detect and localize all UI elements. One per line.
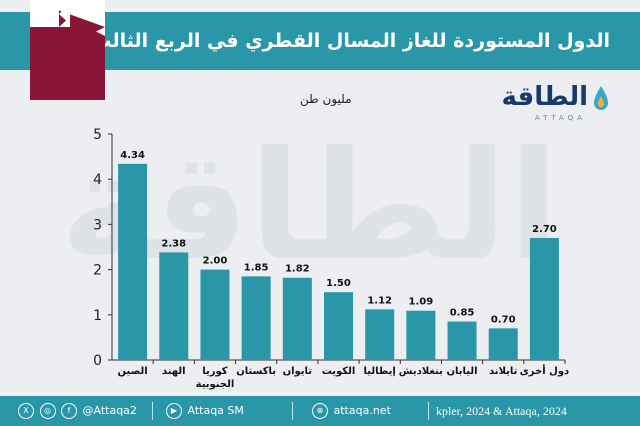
title-bar bbox=[0, 12, 640, 70]
data-label: 0.85 bbox=[450, 308, 475, 319]
x-tick-label: دول أخرى bbox=[520, 364, 570, 377]
y-tick-label: 0 bbox=[93, 353, 102, 369]
footer-divider bbox=[152, 402, 153, 420]
bar bbox=[365, 309, 395, 360]
footer-divider bbox=[292, 402, 293, 420]
logo-arabic-text: الطاقة bbox=[501, 82, 588, 112]
x-tick-label: بنغلاديش bbox=[399, 366, 443, 377]
bar bbox=[488, 328, 518, 360]
instagram-icon: ◎ bbox=[39, 403, 56, 419]
facebook-icon: f bbox=[61, 403, 77, 419]
social-handle[interactable]: X ◎ f @Attaqa2 bbox=[18, 396, 137, 426]
sm-text: Attaqa SM bbox=[187, 404, 244, 417]
x-tick-label: الهند bbox=[162, 366, 186, 377]
x-tick-label: كوريا bbox=[202, 366, 228, 377]
y-tick-label: 3 bbox=[93, 217, 102, 233]
data-label: 0.70 bbox=[491, 314, 516, 325]
data-label: 2.70 bbox=[532, 224, 557, 235]
y-axis-unit-label: مليون طن bbox=[300, 92, 352, 106]
data-label: 2.38 bbox=[161, 238, 186, 249]
website-text: attaqa.net bbox=[333, 404, 391, 417]
x-tick-label: الجنوبية bbox=[196, 379, 235, 390]
source-text: kpler, 2024 & Attaqa, 2024 bbox=[436, 404, 567, 418]
data-label: 1.85 bbox=[244, 262, 269, 273]
data-label: 1.09 bbox=[409, 297, 434, 308]
bar bbox=[241, 276, 271, 360]
x-tick-label: تايلاند bbox=[489, 366, 518, 377]
x-tick-label: تايوان bbox=[283, 366, 313, 377]
footer-divider bbox=[428, 402, 429, 420]
bar bbox=[200, 269, 230, 360]
data-label: 2.00 bbox=[203, 256, 228, 267]
x-tick-label: إيطاليا bbox=[364, 366, 396, 377]
bar bbox=[118, 163, 148, 360]
youtube-icon: ▶ bbox=[166, 403, 182, 419]
x-tick-label: باكستان bbox=[236, 366, 276, 377]
attaqa-logo: الطاقة ATTAQA bbox=[498, 82, 608, 128]
y-tick-label: 1 bbox=[93, 308, 102, 324]
y-tick-label: 2 bbox=[93, 263, 102, 279]
website-link[interactable]: ⊕ attaqa.net bbox=[312, 396, 391, 426]
x-tick-label: اليابان bbox=[447, 366, 478, 377]
y-tick-label: 4 bbox=[93, 172, 102, 188]
footer-bar: X ◎ f @Attaqa2 ▶ Attaqa SM ⊕ attaqa.net … bbox=[0, 396, 640, 426]
data-label: 4.34 bbox=[120, 150, 145, 161]
social-sm[interactable]: ▶ Attaqa SM bbox=[166, 396, 244, 426]
logo-latin-text: ATTAQA bbox=[534, 114, 586, 122]
drop-icon bbox=[594, 86, 608, 110]
handle-text: @Attaqa2 bbox=[82, 404, 137, 417]
y-tick-label: 5 bbox=[93, 127, 102, 143]
x-tick-label: الكويت bbox=[322, 366, 356, 377]
data-label: 1.12 bbox=[367, 295, 392, 306]
bar bbox=[406, 310, 436, 360]
bar bbox=[282, 277, 312, 360]
bar bbox=[324, 292, 353, 360]
data-label: 1.50 bbox=[326, 278, 351, 289]
web-icon: ⊕ bbox=[312, 403, 328, 419]
bar bbox=[159, 252, 189, 360]
bar bbox=[529, 237, 559, 360]
x-tick-label: الصين bbox=[118, 366, 148, 377]
data-label: 1.82 bbox=[285, 264, 310, 275]
bar bbox=[447, 321, 477, 360]
x-icon: X bbox=[18, 403, 34, 419]
qatar-flag-icon bbox=[30, 0, 105, 100]
